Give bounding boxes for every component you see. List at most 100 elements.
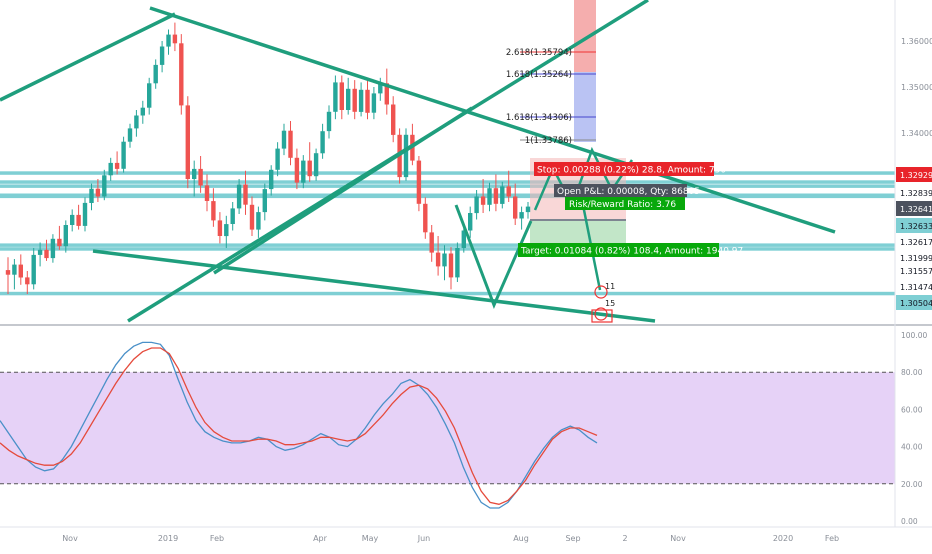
candle-body <box>513 196 518 219</box>
price-axis[interactable]: 1.36000 1.35000 1.34000 <box>901 37 932 138</box>
level-label-3: 1.32633 <box>896 218 932 233</box>
candle-28 <box>185 96 190 189</box>
candle-7 <box>50 234 56 263</box>
candle-body <box>159 46 165 65</box>
candle-62 <box>403 128 409 181</box>
candle-1 <box>12 259 17 290</box>
level-line-2 <box>0 184 895 188</box>
candle-11 <box>76 204 81 230</box>
candle-27 <box>179 34 184 115</box>
candle-body <box>12 264 17 275</box>
fib-label-2: 1.618(1.35264) <box>506 70 572 80</box>
candle-body <box>166 34 171 47</box>
candle-body <box>326 111 332 132</box>
candle-body <box>333 82 338 112</box>
candle-body <box>339 82 344 110</box>
candle-64 <box>416 156 422 212</box>
candle-26 <box>172 22 178 52</box>
time-tick-0: Nov <box>62 534 78 543</box>
target-label-bg <box>518 243 719 257</box>
osc-tick-5: 0.00 <box>901 517 918 526</box>
candle-body <box>500 186 505 204</box>
candle-body <box>281 130 287 149</box>
candle-body <box>18 264 23 278</box>
candle-body <box>435 252 441 267</box>
candle-59 <box>384 68 389 115</box>
candle-40 <box>262 183 267 221</box>
candle-body <box>44 249 49 259</box>
time-tick-6: Aug <box>513 534 529 543</box>
candle-body <box>211 201 216 221</box>
candle-60 <box>391 96 396 143</box>
candle-body <box>108 162 113 176</box>
candle-body <box>140 107 145 116</box>
position-labels: Stop: 0.00288 (0.22%) 28.8, Amount: 750 … <box>518 162 743 257</box>
candle-body <box>236 184 242 209</box>
level-label-7: 1.31474 <box>900 283 932 292</box>
pattern-marker-ring-1 <box>594 285 608 299</box>
candle-5 <box>37 242 43 267</box>
candle-68 <box>442 245 447 281</box>
candle-body <box>352 88 357 112</box>
candle-54 <box>352 80 357 120</box>
candle-72 <box>468 206 473 238</box>
candle-69 <box>448 247 454 290</box>
level-label-text: 1.32929 <box>900 171 932 180</box>
candle-4 <box>31 248 36 290</box>
candle-body <box>256 212 261 230</box>
entry-line <box>530 219 626 221</box>
oscillator-slow-line <box>0 347 598 505</box>
candle-body <box>95 188 101 197</box>
candle-79 <box>513 183 518 225</box>
candle-13 <box>89 183 94 211</box>
candle-66 <box>429 225 434 262</box>
candle-67 <box>435 236 441 276</box>
candle-body <box>153 64 158 84</box>
candle-2 <box>18 254 23 285</box>
level-line-6 <box>0 243 895 247</box>
candle-32 <box>211 188 216 227</box>
open-pl-label: Open P&L: 0.00008, Qty: 86805 <box>557 187 700 197</box>
candle-body <box>506 186 511 197</box>
level-label-6: 1.31557 <box>900 267 932 276</box>
stop-label: Stop: 0.00288 (0.22%) 28.8, Amount: 750 <box>537 166 726 176</box>
time-tick-4: May <box>362 534 379 543</box>
candle-47 <box>307 142 312 182</box>
level-label-text: 1.30504 <box>900 299 932 308</box>
candle-31 <box>204 174 210 212</box>
candle-body <box>384 83 389 105</box>
candle-48 <box>313 148 319 181</box>
candle-73 <box>474 190 479 220</box>
level-label-bg <box>896 167 932 182</box>
candle-body <box>217 220 223 236</box>
candle-body <box>448 253 454 278</box>
osc-tick-0: 100.00 <box>901 331 927 340</box>
candle-body <box>70 214 75 225</box>
candle-body <box>192 168 197 179</box>
candle-30 <box>198 156 203 193</box>
level-label-bg <box>896 295 932 310</box>
candle-body <box>468 213 473 231</box>
trendline-2 <box>149 6 836 234</box>
candle-65 <box>423 197 428 239</box>
candle-78 <box>506 170 511 202</box>
candle-body <box>525 206 531 213</box>
candle-body <box>37 249 43 255</box>
time-tick-11: Feb <box>825 534 839 543</box>
candle-body <box>346 88 351 110</box>
candle-20 <box>134 110 139 137</box>
price-level-labels: 1.32929 1.32839 1.32641 1.32633 1.32617 1.319… <box>896 167 932 310</box>
pattern-label-1: 11 <box>605 282 615 291</box>
candle-33 <box>217 212 223 244</box>
candle-body <box>493 188 499 204</box>
time-axis[interactable]: Nov 2019 Feb Apr May Jun Aug Sep 2 Nov 2020 Feb <box>62 534 839 543</box>
fib-extension-blue <box>574 72 596 142</box>
candle-body <box>50 238 56 259</box>
time-tick-5: Jun <box>417 534 431 543</box>
candle-body <box>358 89 364 112</box>
candle-39 <box>256 206 261 238</box>
level-line-1 <box>0 180 895 184</box>
oscillator-axis[interactable]: 100.00 80.00 60.00 40.00 20.00 0.00 <box>901 331 927 526</box>
